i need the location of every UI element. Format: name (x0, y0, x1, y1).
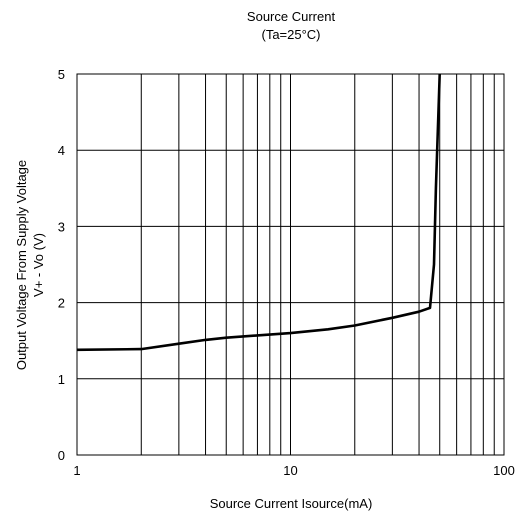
x-axis-label: Source Current Isource(mA) (210, 496, 373, 511)
y-tick-label: 0 (58, 448, 65, 463)
y-tick-label: 5 (58, 67, 65, 82)
x-tick-label: 10 (283, 463, 297, 478)
x-tick-labels: 1 10 100 (73, 463, 514, 478)
y-tick-label: 4 (58, 143, 65, 158)
y-tick-label: 2 (58, 296, 65, 311)
x-tick-label: 1 (73, 463, 80, 478)
grid-lines (77, 74, 504, 455)
y-tick-labels: 0 1 2 3 4 5 (58, 67, 65, 463)
y-tick-label: 1 (58, 372, 65, 387)
plot-frame (76, 73, 505, 456)
y-tick-label: 3 (58, 219, 65, 234)
chart-title: Source Current (247, 9, 336, 24)
series-line (76, 73, 441, 352)
y-axis-label-line1: Output Voltage From Supply Voltage (14, 160, 29, 370)
chart-subtitle: (Ta=25°C) (261, 27, 320, 42)
y-axis-label-line2: V+ - Vo (V) (31, 233, 46, 297)
x-tick-label: 100 (493, 463, 515, 478)
